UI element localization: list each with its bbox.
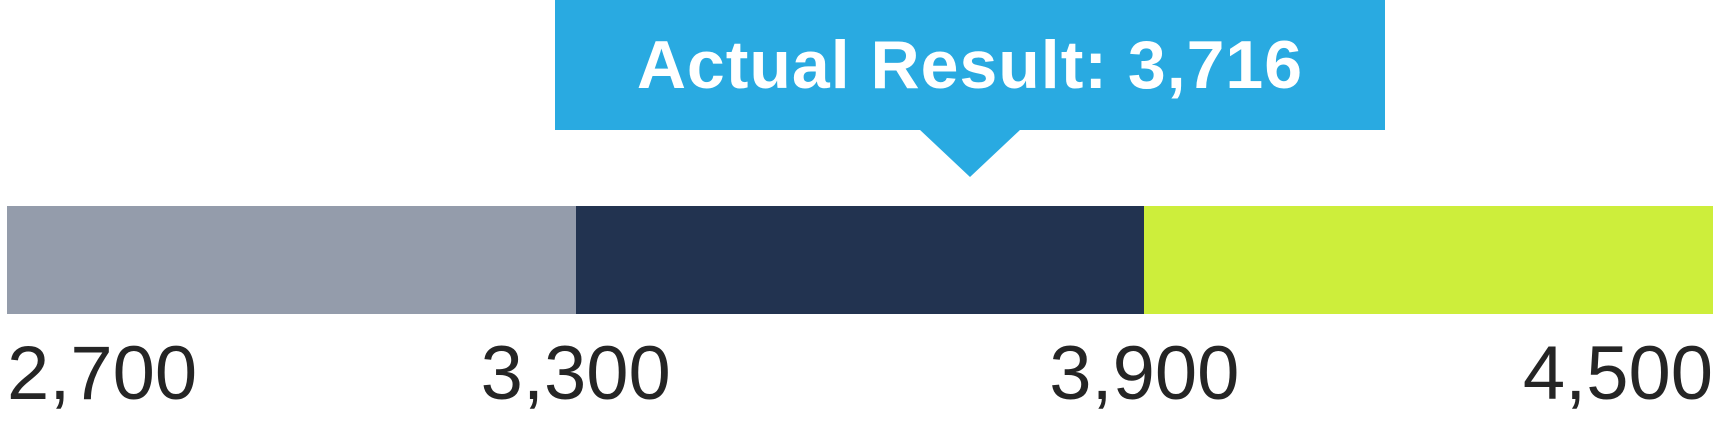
callout-bubble: Actual Result: 3,716	[554, 0, 1385, 130]
range-bar	[7, 206, 1713, 314]
axis-tick-labels: 2,700 3,300 3,900 4,500	[7, 332, 1713, 422]
callout-label: Actual Result: 3,716	[636, 27, 1304, 103]
callout-pointer-icon	[918, 129, 1021, 177]
tick-label-3300: 3,300	[480, 331, 671, 416]
segment-below-target	[7, 206, 576, 314]
tick-label-2700: 2,700	[7, 331, 198, 416]
tick-label-4500: 4,500	[1522, 331, 1713, 416]
chart-area: Actual Result: 3,716 2,700 3,300 3,900 4…	[7, 0, 1713, 422]
tick-label-3900: 3,900	[1049, 331, 1240, 416]
segment-above-target	[1144, 206, 1713, 314]
segment-target	[575, 206, 1145, 314]
